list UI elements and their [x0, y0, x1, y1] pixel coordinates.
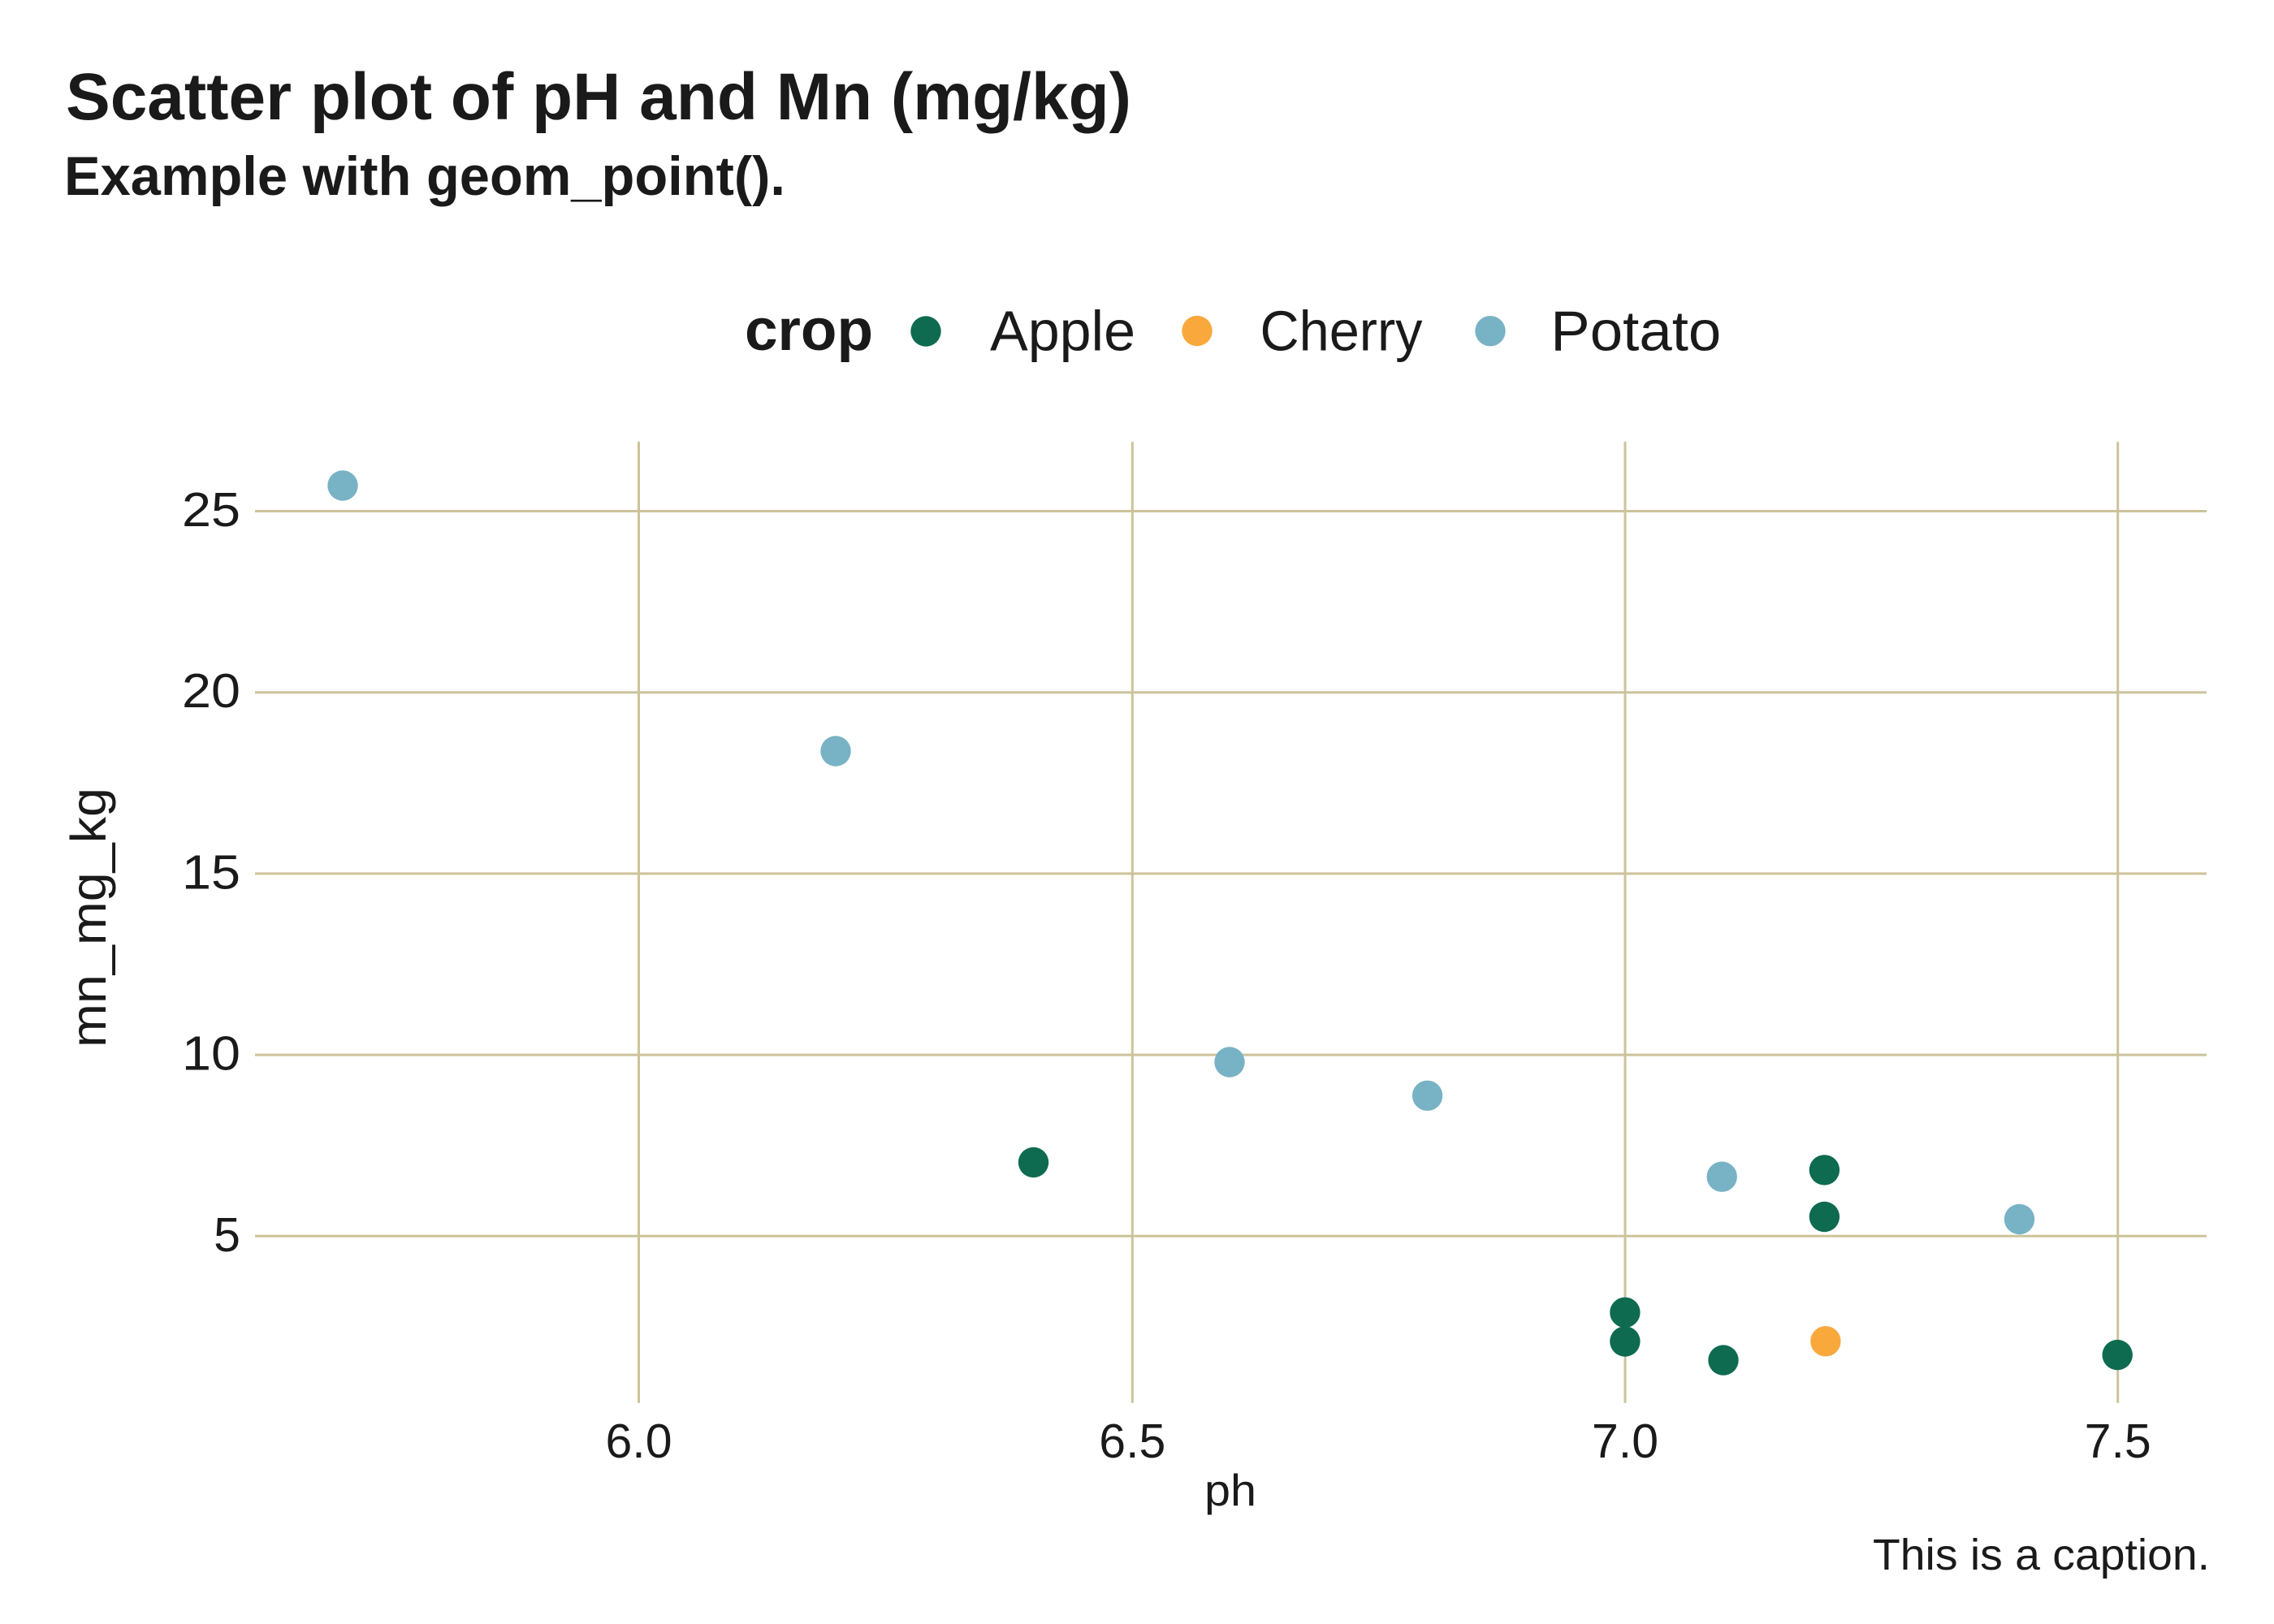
svg-text:10: 10	[182, 1027, 240, 1081]
svg-text:6.5: 6.5	[1099, 1415, 1165, 1468]
svg-text:mn_mg_kg: mn_mg_kg	[61, 788, 116, 1047]
svg-text:Scatter plot of pH and Mn (mg/: Scatter plot of pH and Mn (mg/kg)	[66, 60, 1131, 134]
svg-text:7.0: 7.0	[1592, 1415, 1658, 1468]
svg-text:crop: crop	[745, 298, 873, 363]
svg-text:7.5: 7.5	[2085, 1415, 2151, 1468]
svg-text:Example with geom_point().: Example with geom_point().	[64, 145, 785, 207]
svg-text:ph: ph	[1204, 1465, 1256, 1515]
svg-text:5: 5	[214, 1208, 240, 1262]
svg-text:Apple: Apple	[990, 300, 1135, 363]
svg-text:Potato: Potato	[1550, 300, 1721, 363]
svg-text:15: 15	[182, 845, 240, 899]
svg-text:25: 25	[182, 483, 240, 537]
svg-text:Cherry: Cherry	[1260, 300, 1423, 363]
svg-text:This is a caption.: This is a caption.	[1873, 1531, 2210, 1579]
svg-text:6.0: 6.0	[605, 1415, 672, 1468]
svg-text:20: 20	[182, 664, 240, 718]
